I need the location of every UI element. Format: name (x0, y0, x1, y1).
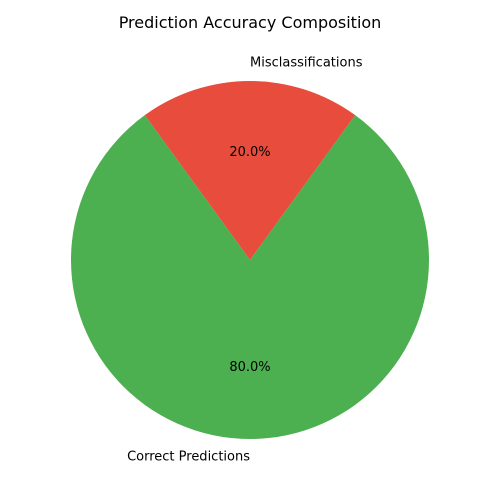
pie-slice-correct-predictions (70, 115, 429, 439)
pie-slice-misclassifications (144, 81, 356, 260)
pie-slices (70, 81, 429, 439)
slice-label-misclassifications: Misclassifications (250, 56, 363, 71)
chart-title: Prediction Accuracy Composition (119, 13, 382, 32)
slice-label-correct-predictions: Correct Predictions (127, 449, 250, 464)
percent-label-correct-predictions: 80.0% (229, 360, 270, 375)
percent-label-misclassifications: 20.0% (229, 145, 270, 160)
pie-labels: Misclassifications 20.0% Correct Predictio… (127, 56, 363, 465)
